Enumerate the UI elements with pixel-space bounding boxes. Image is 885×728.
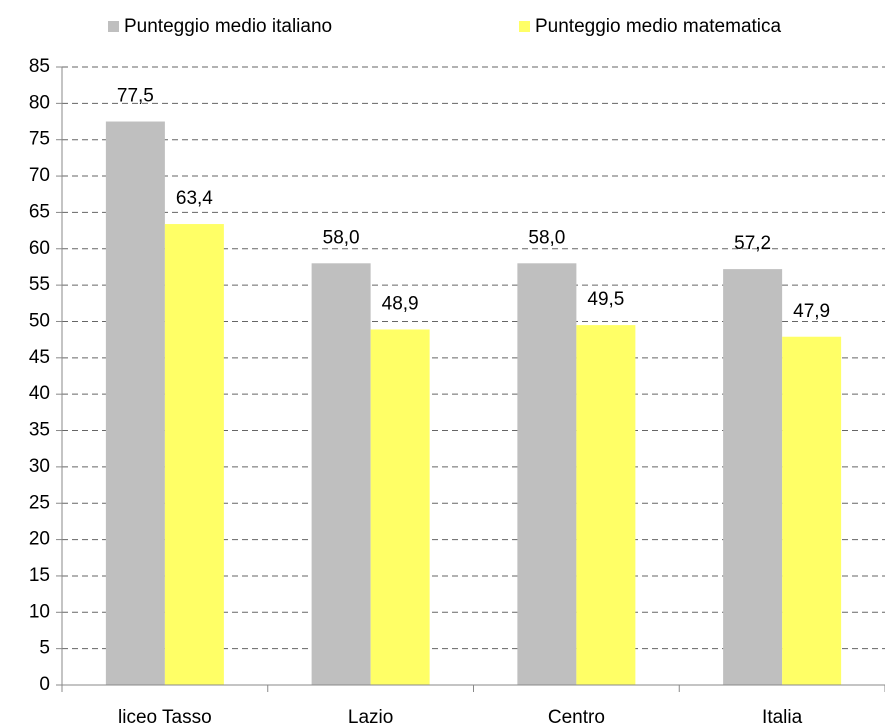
value-label: 47,9 [793, 301, 830, 322]
y-tick-label: 35 [29, 420, 50, 441]
x-tick-label: liceo Tasso [118, 707, 212, 728]
y-tick-label: 0 [39, 674, 50, 695]
value-label: 77,5 [117, 86, 154, 107]
value-label: 58,0 [528, 227, 565, 248]
y-tick-label: 75 [29, 129, 50, 150]
x-tick-label: Centro [548, 707, 605, 728]
bar [105, 121, 165, 685]
bar [311, 263, 371, 685]
legend-swatch [519, 21, 530, 32]
x-tick-label: Lazio [348, 707, 393, 728]
y-tick-label: 70 [29, 165, 50, 186]
y-tick-label: 10 [29, 601, 50, 622]
y-tick-label: 25 [29, 492, 50, 513]
value-label: 57,2 [734, 233, 771, 254]
bar [370, 329, 430, 685]
bar [576, 325, 636, 685]
legend-label: Punteggio medio matematica [535, 16, 782, 37]
y-tick-label: 5 [39, 638, 50, 659]
legend-label: Punteggio medio italiano [124, 16, 332, 37]
y-tick-label: 65 [29, 201, 50, 222]
bar [164, 224, 224, 685]
y-tick-label: 15 [29, 565, 50, 586]
y-tick-label: 60 [29, 238, 50, 259]
y-tick-label: 50 [29, 310, 50, 331]
value-label: 48,9 [382, 293, 419, 314]
bar [517, 263, 577, 685]
y-tick-label: 80 [29, 92, 50, 113]
y-tick-label: 55 [29, 274, 50, 295]
y-tick-label: 30 [29, 456, 50, 477]
y-tick-label: 45 [29, 347, 50, 368]
bar [782, 336, 842, 685]
value-label: 63,4 [176, 188, 213, 209]
bar [723, 269, 783, 685]
value-label: 58,0 [323, 227, 360, 248]
legend-swatch [108, 21, 119, 32]
value-label: 49,5 [587, 289, 624, 310]
y-tick-label: 40 [29, 383, 50, 404]
x-tick-label: Italia [762, 707, 803, 728]
y-tick-label: 20 [29, 529, 50, 550]
y-tick-label: 85 [29, 56, 50, 77]
